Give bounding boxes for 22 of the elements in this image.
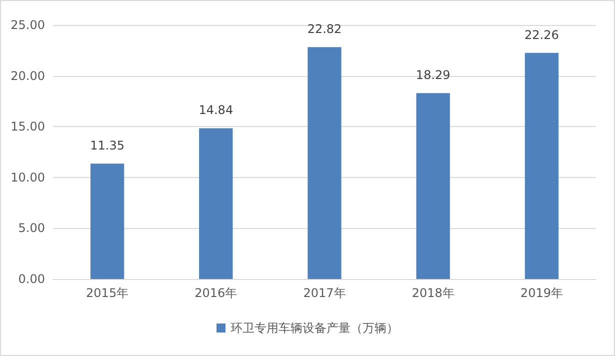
y-tick-label: 15.00 (10, 120, 45, 134)
x-tick-label: 2018年 (412, 286, 454, 300)
x-tick-label: 2019年 (520, 286, 563, 300)
y-tick-label: 0.00 (18, 272, 45, 286)
data-label: 18.29 (416, 68, 450, 82)
data-label: 14.84 (198, 103, 234, 118)
bar (416, 93, 450, 279)
y-tick-label: 10.00 (10, 170, 45, 184)
y-tick-label: 25.00 (10, 18, 45, 32)
x-tick-label: 2017年 (303, 286, 346, 300)
data-label: 22.26 (524, 28, 559, 42)
data-label: 11.35 (90, 138, 124, 153)
y-tick-label: 20.00 (10, 68, 45, 83)
bar (90, 164, 124, 279)
y-tick-label: 5.00 (18, 221, 45, 236)
bar (524, 52, 559, 279)
bar (199, 128, 233, 279)
x-tick-label: 2016年 (194, 286, 238, 300)
x-tick-label: 2015年 (86, 286, 129, 300)
legend-label: 环卫专用车辆设备产量（万辆） (230, 321, 398, 335)
bar (308, 47, 342, 279)
data-label: 22.82 (307, 22, 342, 36)
